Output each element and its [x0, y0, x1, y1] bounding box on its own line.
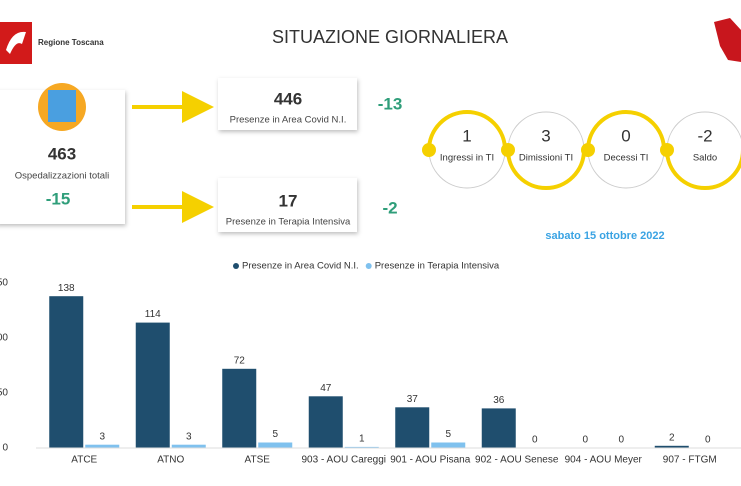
data-label: 47 — [320, 383, 332, 394]
data-label: 3 — [99, 431, 105, 442]
flow-value: 3 — [541, 126, 550, 145]
flow-dot — [581, 143, 595, 157]
flow-dot — [422, 143, 436, 157]
card — [218, 78, 357, 130]
data-label: 37 — [407, 394, 419, 405]
y-tick-label: 50 — [0, 388, 8, 399]
x-tick-label: 907 - FTGM — [663, 455, 717, 466]
x-tick-label: 901 - AOU Pisana — [390, 455, 470, 466]
data-label: 3 — [186, 431, 192, 442]
data-label: 36 — [493, 395, 505, 406]
y-tick-label: 0 — [2, 443, 8, 454]
x-tick-label: 903 - AOU Careggi — [302, 455, 387, 466]
region-name: Regione Toscana — [38, 38, 104, 47]
data-label: 138 — [58, 283, 75, 294]
bar — [481, 408, 516, 448]
flow-dot — [660, 143, 674, 157]
kpi-delta: -13 — [378, 94, 403, 113]
kpi-value: 463 — [48, 144, 76, 163]
x-tick-label: ATSE — [245, 455, 271, 466]
data-label: 2 — [669, 432, 675, 443]
logo-horse — [6, 31, 26, 54]
flow-label: Decessi TI — [604, 153, 649, 164]
bar — [395, 407, 430, 448]
y-tick-label: 100 — [0, 333, 8, 344]
x-tick-label: ATNO — [157, 455, 184, 466]
data-label: 114 — [145, 309, 161, 320]
data-label: 0 — [618, 435, 624, 446]
flow-arc — [586, 110, 666, 151]
data-label: 1 — [359, 434, 365, 445]
date: sabato 15 ottobre 2022 — [545, 230, 664, 242]
bar — [258, 442, 293, 448]
x-tick-label: ATCE — [71, 455, 97, 466]
bar — [344, 446, 379, 448]
x-tick-label: 902 - AOU Senese — [475, 455, 559, 466]
data-label: 72 — [234, 355, 246, 366]
flow-arc — [665, 149, 741, 190]
flow-label: Saldo — [693, 153, 717, 164]
flow-value: 0 — [621, 126, 630, 145]
kpi-delta: -15 — [46, 189, 71, 208]
legend-swatch — [365, 263, 372, 269]
bar — [308, 396, 343, 448]
flow-value: 1 — [462, 126, 471, 145]
flow-label: Ingressi in TI — [440, 153, 494, 164]
legend-label: Presenze in Area Covid N.I. — [242, 261, 359, 272]
y-tick-label: 150 — [0, 278, 8, 289]
flow-dot — [501, 143, 515, 157]
flow-arc — [506, 149, 586, 190]
kpi-label: Presenze in Terapia Intensiva — [226, 217, 351, 228]
kpi-label: Presenze in Area Covid N.I. — [230, 115, 347, 126]
kpi-value: 17 — [279, 191, 298, 210]
page-title: SITUAZIONE GIORNALIERA — [272, 27, 508, 47]
data-label: 0 — [532, 435, 538, 446]
bar — [222, 368, 257, 448]
bar — [654, 445, 689, 448]
bar — [49, 296, 84, 448]
data-label: 0 — [582, 435, 588, 446]
icon-building — [48, 90, 76, 122]
kpi-value: 446 — [274, 89, 302, 108]
card — [218, 178, 357, 232]
flow-label: Dimissioni TI — [519, 153, 573, 164]
legend-label: Presenze in Terapia Intensiva — [375, 261, 500, 272]
kpi-label: Ospedalizzazioni totali — [15, 171, 110, 182]
legend-swatch — [233, 263, 239, 269]
flow-value: -2 — [697, 126, 712, 145]
x-tick-label: 904 - AOU Meyer — [565, 455, 643, 466]
kpi-delta: -2 — [382, 198, 397, 217]
map — [714, 18, 741, 62]
flow-arc — [427, 110, 507, 151]
bar — [431, 442, 466, 448]
data-label: 5 — [445, 429, 451, 440]
bar — [135, 322, 170, 448]
data-label: 5 — [272, 429, 278, 440]
data-label: 0 — [705, 435, 711, 446]
bar — [85, 444, 120, 448]
bar — [171, 444, 206, 448]
